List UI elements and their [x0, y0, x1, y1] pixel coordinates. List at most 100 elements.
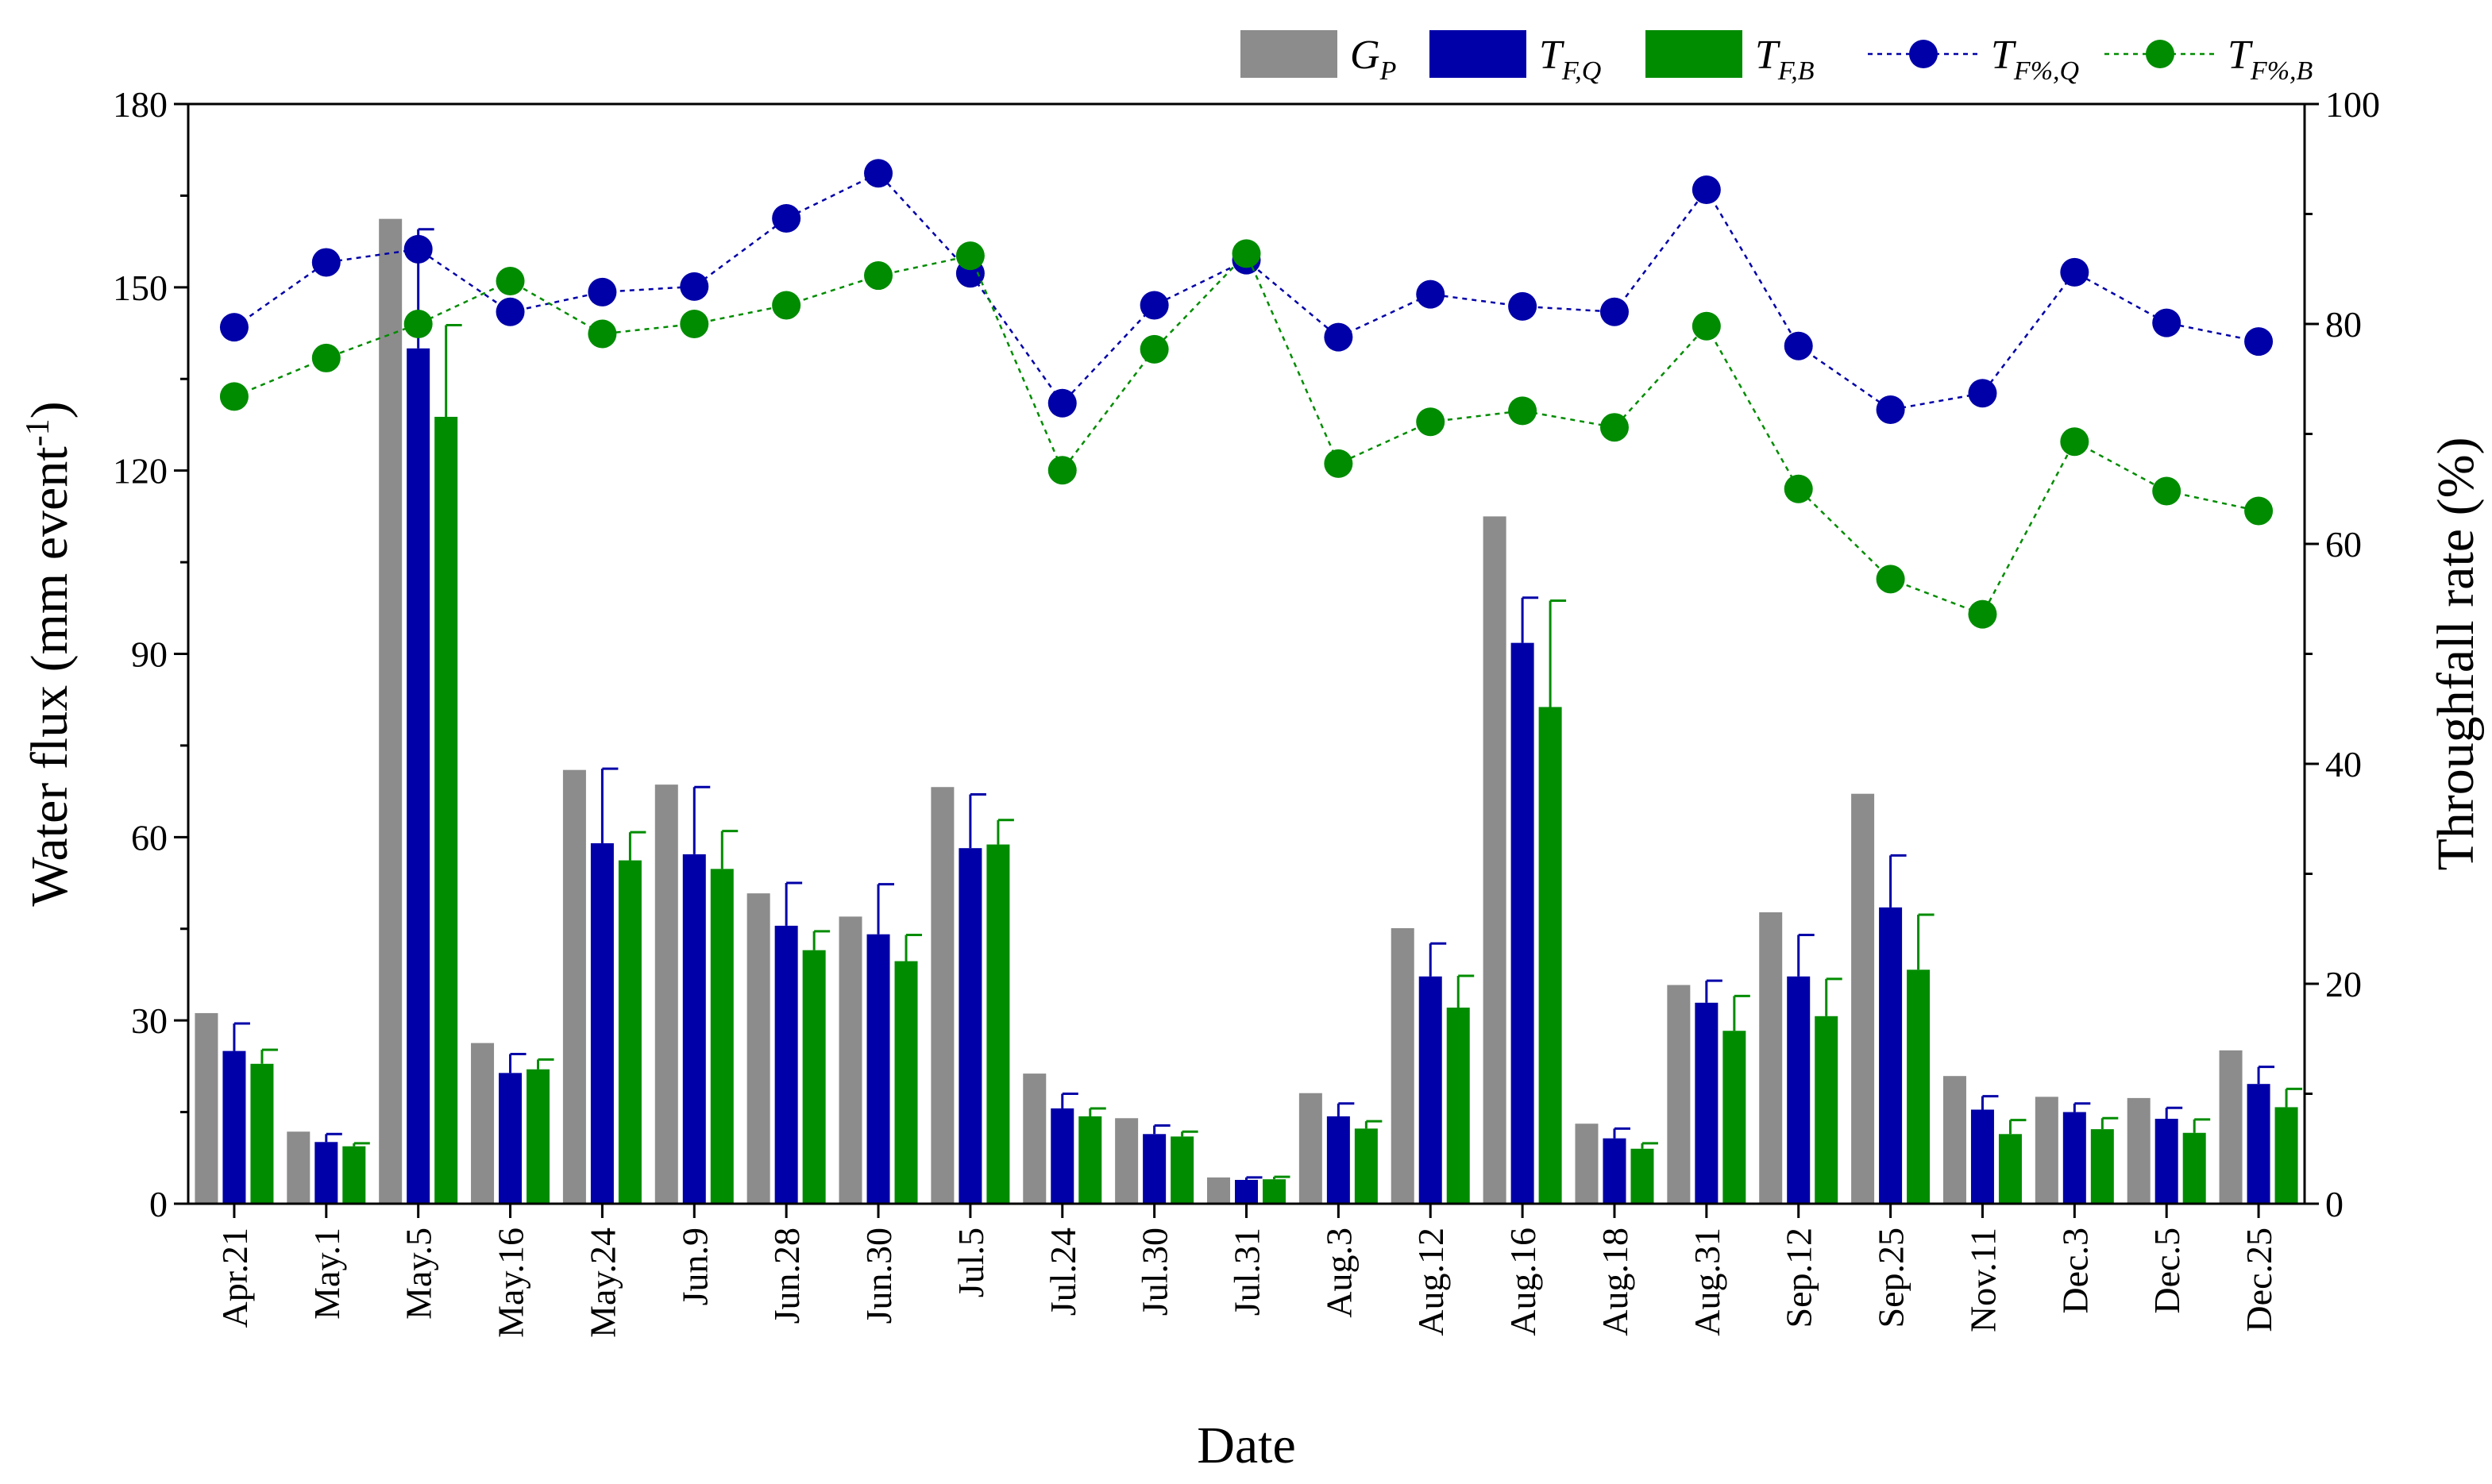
line-point-1-22 — [2244, 496, 2274, 526]
bar-1-5 — [682, 854, 706, 1204]
line-point-0-13 — [1416, 279, 1445, 309]
x-tick-label-11: Jul.31 — [1227, 1228, 1267, 1316]
bar-2-10 — [1171, 1136, 1194, 1204]
bar-1-10 — [1143, 1134, 1167, 1204]
x-tick-label-14: Aug.16 — [1503, 1228, 1543, 1336]
bar-2-8 — [986, 844, 1010, 1204]
bar-1-6 — [774, 925, 798, 1204]
line-point-1-6 — [772, 291, 801, 320]
x-tick-label-6: Jun.28 — [766, 1228, 807, 1324]
bar-0-0 — [195, 1012, 218, 1204]
bar-2-19 — [1998, 1134, 2022, 1204]
line-point-0-1 — [311, 248, 341, 277]
bar-0-16 — [1667, 985, 1691, 1204]
legend-swatch-0 — [1240, 30, 1337, 78]
bar-0-2 — [379, 218, 403, 1205]
bar-1-21 — [2154, 1119, 2178, 1204]
x-tick-label-22: Dec.25 — [2239, 1228, 2279, 1332]
legend-label-main-3: T — [1991, 33, 2016, 78]
line-point-1-1 — [311, 343, 341, 372]
bar-2-16 — [1722, 1031, 1746, 1204]
x-tick-label-13: Aug.12 — [1410, 1228, 1451, 1336]
x-tick-label-1: May.1 — [307, 1228, 347, 1320]
y2-tick-label-2: 40 — [2325, 744, 2362, 784]
x-tick-label-16: Aug.31 — [1687, 1228, 1727, 1336]
legend-label-sub-1: F,Q — [1561, 56, 1601, 86]
line-point-0-21 — [2152, 308, 2181, 337]
x-tick-label-0: Apr.21 — [214, 1228, 255, 1328]
y2-tick-label-5: 100 — [2325, 84, 2380, 125]
bar-1-18 — [1879, 907, 1903, 1204]
line-point-1-15 — [1599, 413, 1629, 442]
y2-tick-label-3: 60 — [2325, 524, 2362, 565]
y-axis-title-sup: -1 — [20, 418, 56, 446]
line-point-0-3 — [496, 297, 525, 326]
bar-1-2 — [407, 348, 430, 1204]
line-point-0-20 — [2060, 257, 2089, 287]
y2-tick-label-4: 80 — [2325, 304, 2362, 345]
bar-2-3 — [527, 1069, 550, 1204]
line-point-0-4 — [588, 277, 617, 306]
legend-label-0: GP — [1350, 33, 1396, 86]
bar-1-11 — [1235, 1179, 1258, 1204]
legend-label-sub-3: F%,Q — [2013, 56, 2079, 86]
x-tick-label-5: Jun.9 — [674, 1228, 715, 1305]
bar-1-16 — [1695, 1002, 1719, 1204]
bar-1-22 — [2247, 1084, 2270, 1204]
line-point-1-19 — [1968, 599, 1997, 629]
y-tick-label-2: 60 — [131, 817, 168, 858]
line-point-1-2 — [403, 310, 433, 338]
bar-2-0 — [250, 1063, 274, 1204]
y2-tick-label-1: 20 — [2325, 964, 2362, 1004]
bar-0-15 — [1575, 1124, 1599, 1204]
line-point-1-10 — [1140, 334, 1169, 364]
y-tick-label-5: 150 — [113, 268, 168, 308]
bar-2-15 — [1630, 1148, 1654, 1204]
legend-label-sub-4: F%,B — [2250, 56, 2313, 86]
line-point-0-10 — [1140, 291, 1169, 320]
bar-0-6 — [746, 893, 770, 1204]
y-tick-label-0: 0 — [149, 1184, 168, 1224]
line-point-0-9 — [1047, 388, 1077, 418]
bar-0-7 — [839, 916, 862, 1204]
bar-2-21 — [2182, 1132, 2206, 1204]
y2-axis-title: Throughfall rate (%) — [2427, 437, 2485, 870]
bar-0-4 — [562, 769, 586, 1204]
x-tick-label-3: May.16 — [491, 1228, 531, 1338]
line-point-0-0 — [219, 313, 249, 342]
bar-1-0 — [222, 1050, 246, 1204]
bar-1-17 — [1787, 976, 1811, 1204]
line-point-0-14 — [1508, 291, 1537, 321]
bar-0-8 — [931, 787, 955, 1204]
x-tick-label-9: Jul.24 — [1043, 1228, 1083, 1316]
bars-layer — [195, 218, 2298, 1205]
bar-2-13 — [1446, 1008, 1470, 1204]
bar-0-14 — [1483, 516, 1506, 1204]
line-point-1-5 — [680, 310, 709, 338]
bar-1-13 — [1418, 976, 1442, 1204]
bar-0-19 — [1942, 1076, 1966, 1204]
line-point-1-20 — [2060, 427, 2089, 457]
line-point-0-2 — [403, 234, 433, 264]
x-axis-title: Date — [1197, 1417, 1296, 1474]
legend-swatch-1 — [1429, 30, 1526, 78]
bar-1-4 — [590, 843, 614, 1204]
bar-1-12 — [1326, 1116, 1350, 1204]
x-tick-label-15: Aug.18 — [1595, 1228, 1635, 1336]
bar-1-20 — [2062, 1112, 2086, 1204]
bar-0-22 — [2219, 1050, 2243, 1204]
legend-marker-4 — [2146, 40, 2174, 68]
bar-0-10 — [1115, 1118, 1139, 1204]
legend-label-main-4: T — [2228, 33, 2253, 78]
legend-label-4: TF%,B — [2228, 33, 2313, 86]
line-point-1-8 — [955, 241, 985, 271]
line-point-1-14 — [1508, 396, 1537, 426]
bar-1-15 — [1603, 1138, 1626, 1204]
line-point-0-22 — [2244, 327, 2274, 357]
bar-2-12 — [1354, 1128, 1378, 1204]
legend-label-sub-2: F,B — [1777, 56, 1815, 86]
x-tick-label-2: May.5 — [399, 1228, 439, 1320]
line-point-1-11 — [1232, 239, 1261, 268]
line-point-1-21 — [2152, 476, 2181, 506]
bar-1-7 — [866, 934, 890, 1204]
